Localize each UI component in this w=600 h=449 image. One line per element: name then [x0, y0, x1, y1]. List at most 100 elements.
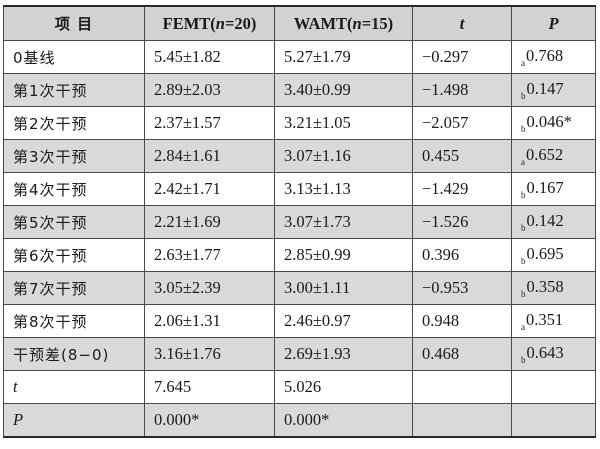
summary-wamt: 5.026 — [274, 370, 413, 404]
results-table: 项 目 FEMT(n=20) WAMT(n=15) t P 0基线 5.45±1.… — [3, 5, 596, 438]
t-value: −0.953 — [412, 271, 512, 305]
wamt-value: 5.27±1.79 — [274, 40, 413, 74]
summary-femt: 0.000* — [144, 403, 275, 438]
table-body: 0基线 5.45±1.82 5.27±1.79 −0.297 a0.768 第1次干预 2.… — [3, 40, 596, 438]
p-cell: b0.695 — [511, 238, 596, 272]
table-row: 第1次干预 2.89±2.03 3.40±0.99 −1.498 b0.147 — [3, 73, 596, 107]
header-femt-prefix: FEMT( — [162, 13, 216, 33]
p-value: 0.643 — [526, 343, 564, 362]
row-label: 第4次干预 — [3, 172, 145, 206]
summary-empty-t — [412, 403, 512, 438]
wamt-value: 2.85±0.99 — [274, 238, 413, 272]
table-row: 第8次干预 2.06±1.31 2.46±0.97 0.948 a0.351 — [3, 304, 596, 338]
femt-value: 2.06±1.31 — [144, 304, 275, 338]
t-value: −2.057 — [412, 106, 512, 140]
p-test-mark: b — [521, 355, 526, 365]
femt-value: 2.42±1.71 — [144, 172, 275, 206]
femt-value: 2.84±1.61 — [144, 139, 275, 173]
p-value: 0.768 — [526, 46, 564, 65]
row-label: 第1次干预 — [3, 73, 145, 107]
femt-value: 3.05±2.39 — [144, 271, 275, 305]
p-value: 0.358 — [526, 277, 564, 296]
t-value: 0.948 — [412, 304, 512, 338]
p-test-mark: b — [521, 124, 526, 134]
row-label: 第3次干预 — [3, 139, 145, 173]
header-femt-suffix: =20) — [224, 13, 257, 33]
row-label: 第6次干预 — [3, 238, 145, 272]
femt-value: 2.37±1.57 — [144, 106, 275, 140]
wamt-value: 3.40±0.99 — [274, 73, 413, 107]
femt-value: 2.21±1.69 — [144, 205, 275, 239]
header-item: 项 目 — [3, 5, 145, 41]
header-wamt-prefix: WAMT( — [293, 13, 353, 33]
table-row: 第5次干预 2.21±1.69 3.07±1.73 −1.526 b0.142 — [3, 205, 596, 239]
table-row: 干预差(8−0) 3.16±1.76 2.69±1.93 0.468 b0.643 — [3, 337, 596, 371]
table-row: 第6次干预 2.63±1.77 2.85±0.99 0.396 b0.695 — [3, 238, 596, 272]
table-row: 第7次干预 3.05±2.39 3.00±1.11 −0.953 b0.358 — [3, 271, 596, 305]
p-test-mark: b — [521, 256, 526, 266]
p-value: 0.142 — [526, 211, 564, 230]
p-cell: b0.142 — [511, 205, 596, 239]
summary-empty-p — [511, 403, 596, 438]
summary-wamt: 0.000* — [274, 403, 413, 438]
header-row: 项 目 FEMT(n=20) WAMT(n=15) t P — [3, 5, 596, 41]
p-test-mark: a — [521, 157, 525, 167]
row-label: 第7次干预 — [3, 271, 145, 305]
summary-row: t 7.645 5.026 — [3, 370, 596, 404]
wamt-value: 2.69±1.93 — [274, 337, 413, 371]
summary-femt: 7.645 — [144, 370, 275, 404]
table-row: 第2次干预 2.37±1.57 3.21±1.05 −2.057 b0.046* — [3, 106, 596, 140]
wamt-value: 3.07±1.73 — [274, 205, 413, 239]
p-value: 0.652 — [526, 145, 564, 164]
p-test-mark: b — [521, 289, 526, 299]
t-value: −1.526 — [412, 205, 512, 239]
t-value: 0.455 — [412, 139, 512, 173]
table-row: 第4次干预 2.42±1.71 3.13±1.13 −1.429 b0.167 — [3, 172, 596, 206]
t-value: −1.498 — [412, 73, 512, 107]
wamt-value: 3.13±1.13 — [274, 172, 413, 206]
wamt-value: 2.46±0.97 — [274, 304, 413, 338]
p-cell: b0.046* — [511, 106, 596, 140]
p-test-mark: b — [521, 223, 526, 233]
p-test-mark: a — [521, 58, 525, 68]
t-value: 0.396 — [412, 238, 512, 272]
p-cell: b0.167 — [511, 172, 596, 206]
p-test-mark: a — [521, 322, 525, 332]
femt-value: 3.16±1.76 — [144, 337, 275, 371]
wamt-value: 3.21±1.05 — [274, 106, 413, 140]
p-cell: a0.351 — [511, 304, 596, 338]
header-wamt-suffix: =15) — [361, 13, 394, 33]
header-femt: FEMT(n=20) — [144, 5, 275, 41]
summary-empty-t — [412, 370, 512, 404]
p-value: 0.046* — [526, 112, 572, 131]
summary-row: P 0.000* 0.000* — [3, 403, 596, 438]
femt-value: 2.63±1.77 — [144, 238, 275, 272]
t-value: −0.297 — [412, 40, 512, 74]
wamt-value: 3.00±1.11 — [274, 271, 413, 305]
header-wamt: WAMT(n=15) — [274, 5, 413, 41]
table-row: 0基线 5.45±1.82 5.27±1.79 −0.297 a0.768 — [3, 40, 596, 74]
p-cell: a0.768 — [511, 40, 596, 74]
p-cell: b0.358 — [511, 271, 596, 305]
p-value: 0.695 — [526, 244, 564, 263]
p-test-mark: b — [521, 91, 526, 101]
p-test-mark: b — [521, 190, 526, 200]
p-cell: a0.652 — [511, 139, 596, 173]
p-value: 0.167 — [526, 178, 564, 197]
row-label: 干预差(8−0) — [3, 337, 145, 371]
p-cell: b0.147 — [511, 73, 596, 107]
header-t: t — [412, 5, 512, 41]
summary-label: t — [3, 370, 145, 404]
header-wamt-n: n — [352, 13, 362, 33]
p-value: 0.147 — [526, 79, 564, 98]
t-value: −1.429 — [412, 172, 512, 206]
femt-value: 2.89±2.03 — [144, 73, 275, 107]
table-row: 第3次干预 2.84±1.61 3.07±1.16 0.455 a0.652 — [3, 139, 596, 173]
summary-label: P — [3, 403, 145, 438]
summary-empty-p — [511, 370, 596, 404]
row-label: 第2次干预 — [3, 106, 145, 140]
header-femt-n: n — [215, 13, 225, 33]
p-cell: b0.643 — [511, 337, 596, 371]
row-label: 第8次干预 — [3, 304, 145, 338]
row-label: 0基线 — [3, 40, 145, 74]
